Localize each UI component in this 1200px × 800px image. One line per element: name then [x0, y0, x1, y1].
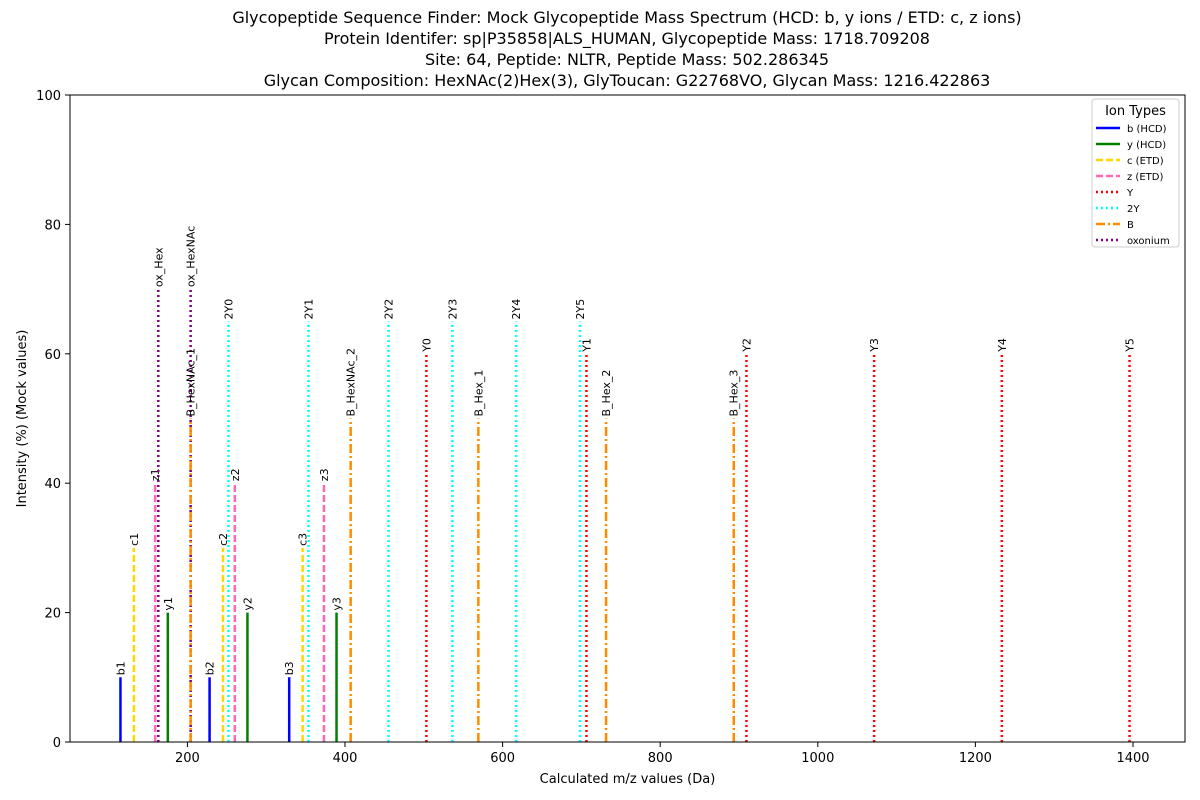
peak-label: b1: [114, 661, 127, 675]
peak-label: Y1: [580, 338, 593, 353]
legend-entry-z: z (ETD): [1127, 172, 1163, 183]
peak-label: 2Y5: [574, 299, 587, 320]
plot-area: b1 b2 b3 y1 y2 y3 c1 c2 c3 z1 z2 z3 ox_Hex ox_HexNAc B…: [114, 226, 1137, 742]
peak-label: B_Hex_2: [600, 370, 613, 417]
chart-title-line: Site: 64, Peptide: NLTR, Peptide Mass: 5…: [425, 50, 829, 69]
axes: 200 400 600 800 1000 1200 1400 0 20 40 60 80 100 Calc…: [15, 89, 1186, 787]
chart-title-line: Protein Identifer: sp|P35858|ALS_HUMAN, …: [324, 29, 930, 49]
legend-entry-c: c (ETD): [1127, 156, 1164, 167]
chart-title: Glycopeptide Sequence Finder: Mock Glyco…: [232, 8, 1021, 90]
legend: Ion Types b (HCD) y (HCD) c (ETD) z (ETD) Y 2Y…: [1091, 98, 1180, 248]
y-tick-label: 20: [44, 607, 61, 622]
peak-label: ox_HexNAc: [185, 226, 198, 287]
peak-label: z2: [229, 468, 242, 481]
peak-label: c2: [217, 533, 230, 546]
legend-entry-b: b (HCD): [1127, 124, 1167, 135]
x-tick-label: 1000: [801, 751, 834, 766]
peak-label: Y0: [420, 338, 433, 353]
peak-label: Y2: [740, 338, 753, 353]
peak-label: c1: [128, 533, 141, 546]
x-tick-label: 1200: [959, 751, 992, 766]
peak-label: 2Y2: [383, 299, 396, 320]
legend-entry-B: B: [1127, 220, 1134, 231]
peak-label: 2Y1: [303, 299, 316, 320]
peak-label: y3: [331, 597, 344, 611]
peak-label: b3: [283, 661, 296, 675]
peak-label: B_Hex_1: [472, 370, 485, 417]
y-tick-label: 100: [36, 89, 61, 104]
x-tick-label: 600: [490, 751, 515, 766]
peak-label: z3: [318, 468, 331, 481]
chart-title-line: Glycan Composition: HexNAc(2)Hex(3), Gly…: [264, 71, 991, 90]
legend-entry-ox: oxonium: [1127, 236, 1170, 247]
legend-box: [1091, 98, 1180, 248]
legend-entry-y: y (HCD): [1127, 140, 1166, 151]
y-tick-label: 80: [44, 218, 61, 233]
peak-label: b2: [204, 661, 217, 675]
x-tick-label: 400: [333, 751, 358, 766]
y-tick-label: 0: [53, 736, 61, 751]
peak-label: B_Hex_3: [728, 370, 741, 417]
peak-label: 2Y3: [446, 299, 459, 320]
y-axis-label: Intensity (%) (Mock values): [15, 330, 30, 508]
peak-label: Y5: [1124, 338, 1137, 353]
x-tick-label: 200: [175, 751, 200, 766]
peak-label: 2Y0: [223, 299, 236, 320]
peak-label: Y4: [996, 338, 1009, 353]
peak-label: B_HexNAc_1: [185, 348, 198, 417]
peak-label: y2: [241, 597, 254, 611]
peak-label: z1: [149, 468, 162, 481]
legend-title: Ion Types: [1105, 104, 1166, 119]
chart-title-line: Glycopeptide Sequence Finder: Mock Glyco…: [232, 8, 1021, 27]
peak-label: ox_Hex: [152, 247, 165, 287]
legend-entry-2Y: 2Y: [1127, 204, 1140, 215]
x-tick-label: 1400: [1116, 751, 1149, 766]
legend-entry-Y: Y: [1126, 188, 1134, 199]
peak-label: y1: [162, 597, 175, 611]
peak-label: 2Y4: [510, 299, 523, 320]
peak-label: c3: [297, 533, 310, 546]
x-axis-label: Calculated m/z values (Da): [540, 772, 716, 787]
y-tick-label: 60: [44, 348, 61, 363]
plot-frame: [69, 94, 1186, 743]
peak-label: B_HexNAc_2: [345, 348, 358, 417]
x-tick-label: 800: [648, 751, 673, 766]
peak-label: Y3: [868, 338, 881, 353]
y-tick-label: 40: [44, 477, 61, 492]
